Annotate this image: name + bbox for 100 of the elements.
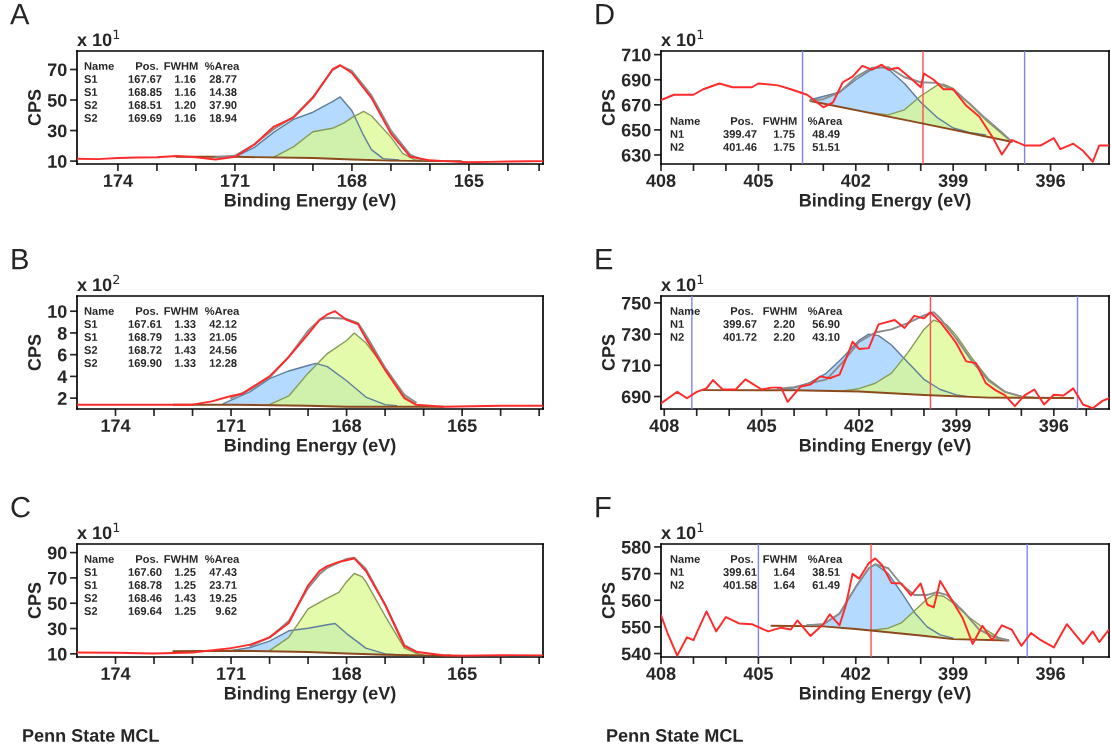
- annotation: 61.49: [812, 581, 840, 589]
- annotation: 399.61: [723, 568, 757, 576]
- annotation: 51.51: [812, 143, 840, 151]
- annotation: 9.62: [215, 607, 237, 615]
- x-axis-title: Binding Energy (eV): [224, 193, 396, 211]
- x-tick-label: 408: [646, 667, 676, 680]
- annotation: 1.75: [774, 130, 795, 138]
- annotation: 14.38: [209, 88, 237, 96]
- annotation: 38.51: [812, 568, 840, 576]
- annotation: 24.56: [209, 346, 237, 354]
- annotation: FWHM: [763, 117, 797, 125]
- annotation: 21.05: [209, 333, 237, 341]
- x-tick-label: 168: [332, 667, 362, 680]
- x-axis-title: Binding Energy (eV): [224, 686, 396, 704]
- annotation: Pos.: [136, 307, 158, 315]
- annotation: 48.49: [812, 130, 840, 138]
- text: x 10$^{1}$: [77, 522, 120, 540]
- annotation: 1.75: [774, 143, 795, 151]
- y-axis-title: CPS: [28, 334, 41, 371]
- annotation: 401.46: [723, 143, 757, 151]
- annotation: 1.43: [175, 346, 196, 354]
- annotation: N1: [670, 130, 684, 138]
- x-tick-label: 405: [746, 419, 777, 432]
- annotation: 56.90: [812, 320, 840, 328]
- chart-title: F: [596, 497, 611, 518]
- y-tick-label: 10: [48, 647, 67, 661]
- annotation: 2.20: [773, 320, 795, 328]
- annotation: N2: [670, 333, 684, 341]
- annotation: 1.33: [175, 359, 196, 367]
- x-tick-label: 396: [1035, 174, 1065, 188]
- x-tick-label: 399: [941, 419, 971, 433]
- y-tick-label: 90: [47, 546, 67, 560]
- x-tick-label: 399: [938, 174, 968, 188]
- text: x 10$^{1}$: [661, 29, 704, 47]
- x-tick-label: 402: [844, 419, 874, 432]
- annotation: Name: [84, 62, 114, 70]
- y-tick-label: 710: [621, 359, 651, 373]
- annotation: S1: [84, 75, 98, 83]
- annotation: %Area: [807, 117, 843, 125]
- x-tick-label: 171: [217, 667, 246, 680]
- annotation: 1.16: [175, 75, 196, 83]
- annotation: N1: [670, 568, 684, 576]
- annotation: Name: [670, 307, 700, 315]
- x-axis-title: Binding Energy (eV): [799, 686, 971, 704]
- x-axis-title: Binding Energy (eV): [799, 438, 971, 456]
- x-tick-label: 174: [101, 667, 131, 680]
- y-tick-label: 710: [621, 48, 651, 62]
- x-tick-label: 168: [338, 174, 367, 187]
- y-tick-label: 690: [621, 73, 651, 87]
- annotation: 168.79: [128, 333, 162, 341]
- annotation: %Area: [807, 555, 843, 563]
- annotation: 1.64: [774, 568, 795, 576]
- y-tick-label: 30: [47, 124, 67, 138]
- y-axis-title: CPS: [28, 89, 41, 126]
- annotation: %Area: [807, 307, 843, 315]
- x-tick-label: 396: [1039, 419, 1069, 433]
- annotation: Pos.: [136, 555, 158, 563]
- y-tick-label: 10: [48, 155, 67, 168]
- annotation: N2: [670, 143, 684, 151]
- y-tick-label: 750: [621, 296, 651, 310]
- y-tick-label: 70: [47, 63, 67, 77]
- x-tick-label: 408: [646, 174, 676, 187]
- y-tick-label: 670: [621, 98, 651, 112]
- x-tick-label: 408: [649, 419, 679, 432]
- annotation: S2: [84, 359, 98, 367]
- annotation: 168.72: [128, 346, 162, 354]
- annotation: 1.16: [175, 114, 196, 122]
- y-tick-label: 730: [621, 328, 651, 341]
- y-tick-label: 30: [47, 622, 67, 636]
- annotation: S2: [84, 346, 98, 354]
- annotation: Pos.: [731, 117, 753, 125]
- x-tick-label: 165: [448, 419, 477, 432]
- annotation: %Area: [204, 555, 240, 563]
- annotation: Pos.: [136, 62, 158, 70]
- chart-title: B: [12, 249, 28, 270]
- x-tick-label: 402: [841, 174, 871, 187]
- x-axis-title: Binding Energy (eV): [224, 438, 396, 456]
- annotation: Name: [670, 117, 700, 125]
- text: x 10$^{2}$: [77, 274, 120, 292]
- annotation: 1.20: [175, 101, 196, 109]
- annotation: 18.94: [209, 114, 237, 122]
- x-tick-label: 399: [938, 667, 968, 681]
- annotation: 401.58: [723, 581, 757, 589]
- annotation: 169.69: [128, 114, 162, 122]
- x-tick-label: 168: [332, 419, 362, 432]
- y-tick-label: 70: [47, 571, 67, 585]
- y-tick-label: 570: [621, 567, 651, 581]
- annotation: Name: [84, 555, 114, 563]
- annotation: S1: [84, 568, 98, 576]
- x-tick-label: 174: [104, 174, 133, 187]
- y-tick-label: 50: [47, 93, 67, 107]
- annotation: S1: [84, 581, 98, 589]
- annotation: 399.47: [723, 130, 757, 138]
- y-tick-label: 50: [47, 597, 67, 610]
- annotation: 168.78: [128, 581, 162, 589]
- y-axis-title: CPS: [602, 582, 615, 619]
- annotation: S2: [84, 101, 98, 109]
- annotation: %Area: [204, 307, 240, 315]
- text: x 10$^{1}$: [77, 29, 120, 47]
- x-tick-label: 405: [743, 174, 773, 187]
